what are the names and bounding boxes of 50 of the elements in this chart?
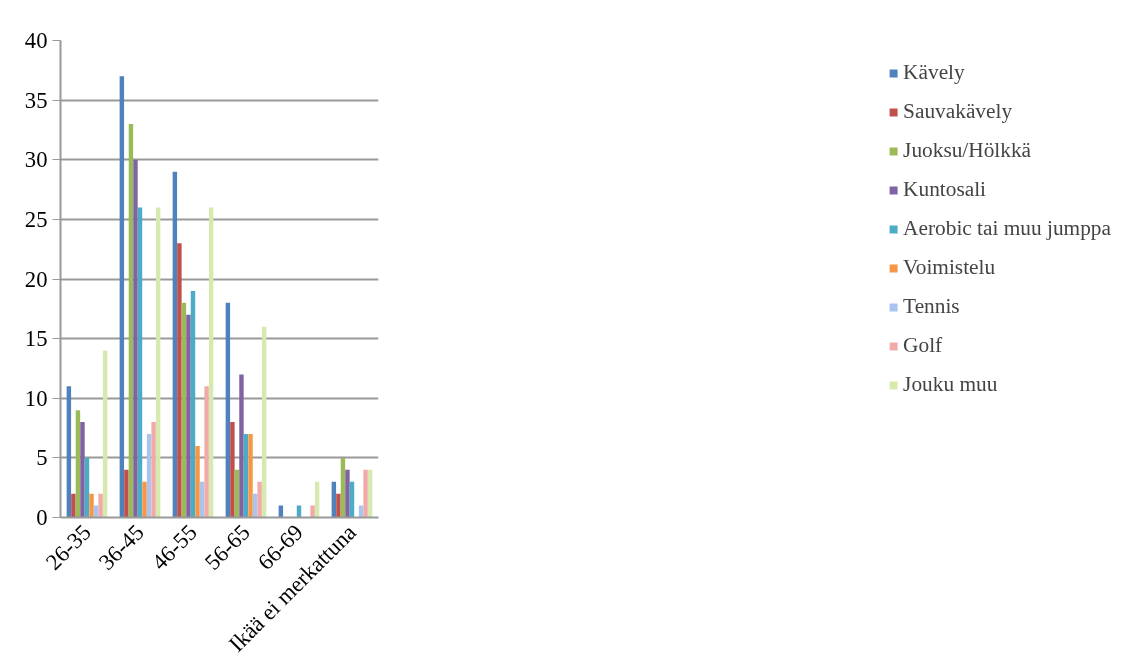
bar (204, 386, 209, 518)
bar (119, 76, 125, 518)
bar (248, 434, 253, 518)
bar (71, 493, 76, 518)
bar (155, 207, 161, 518)
bar (151, 422, 156, 518)
legend-label: Kävely (903, 60, 965, 85)
y-tick-label: 25 (24, 206, 48, 232)
bar (80, 422, 85, 518)
bar (257, 481, 262, 518)
bar (89, 493, 94, 518)
bar (124, 469, 129, 518)
bar (336, 493, 341, 518)
y-tick-label: 10 (24, 385, 48, 411)
legend-label: Jouku muu (903, 372, 998, 397)
bar (128, 123, 134, 518)
bar (195, 445, 200, 518)
y-tick-label: 40 (24, 28, 48, 53)
bar (345, 469, 350, 518)
bar (75, 410, 81, 518)
y-tick-label: 20 (24, 266, 48, 292)
legend-label: Golf (903, 333, 943, 358)
legend-label: Voimistelu (903, 255, 996, 280)
bar (98, 493, 103, 518)
bar (363, 469, 368, 518)
bar (66, 386, 72, 518)
bar (239, 374, 244, 518)
legend-label: Tennis (903, 294, 960, 319)
bar (186, 314, 191, 518)
bar (133, 159, 138, 518)
bar (181, 302, 187, 518)
bar (172, 171, 178, 518)
y-tick-label: 15 (24, 326, 48, 352)
bar (137, 207, 143, 518)
y-tick-label: 5 (36, 445, 48, 471)
bar (261, 326, 267, 518)
legend-label: Sauvakävely (903, 99, 1013, 124)
bar (310, 505, 315, 518)
y-tick-label: 35 (24, 87, 48, 113)
y-tick-label: 0 (36, 505, 48, 530)
legend-label: Juoksu/Hölkkä (903, 138, 1032, 163)
bar (225, 302, 231, 518)
bar (177, 243, 182, 518)
bar (230, 422, 235, 518)
legend-label: Kuntosali (903, 177, 987, 202)
bar (190, 290, 196, 518)
legend-label: Aerobic tai muu jumppa (903, 216, 1111, 241)
bar (208, 207, 214, 518)
bar (142, 481, 147, 518)
y-tick-label: 30 (24, 147, 48, 173)
